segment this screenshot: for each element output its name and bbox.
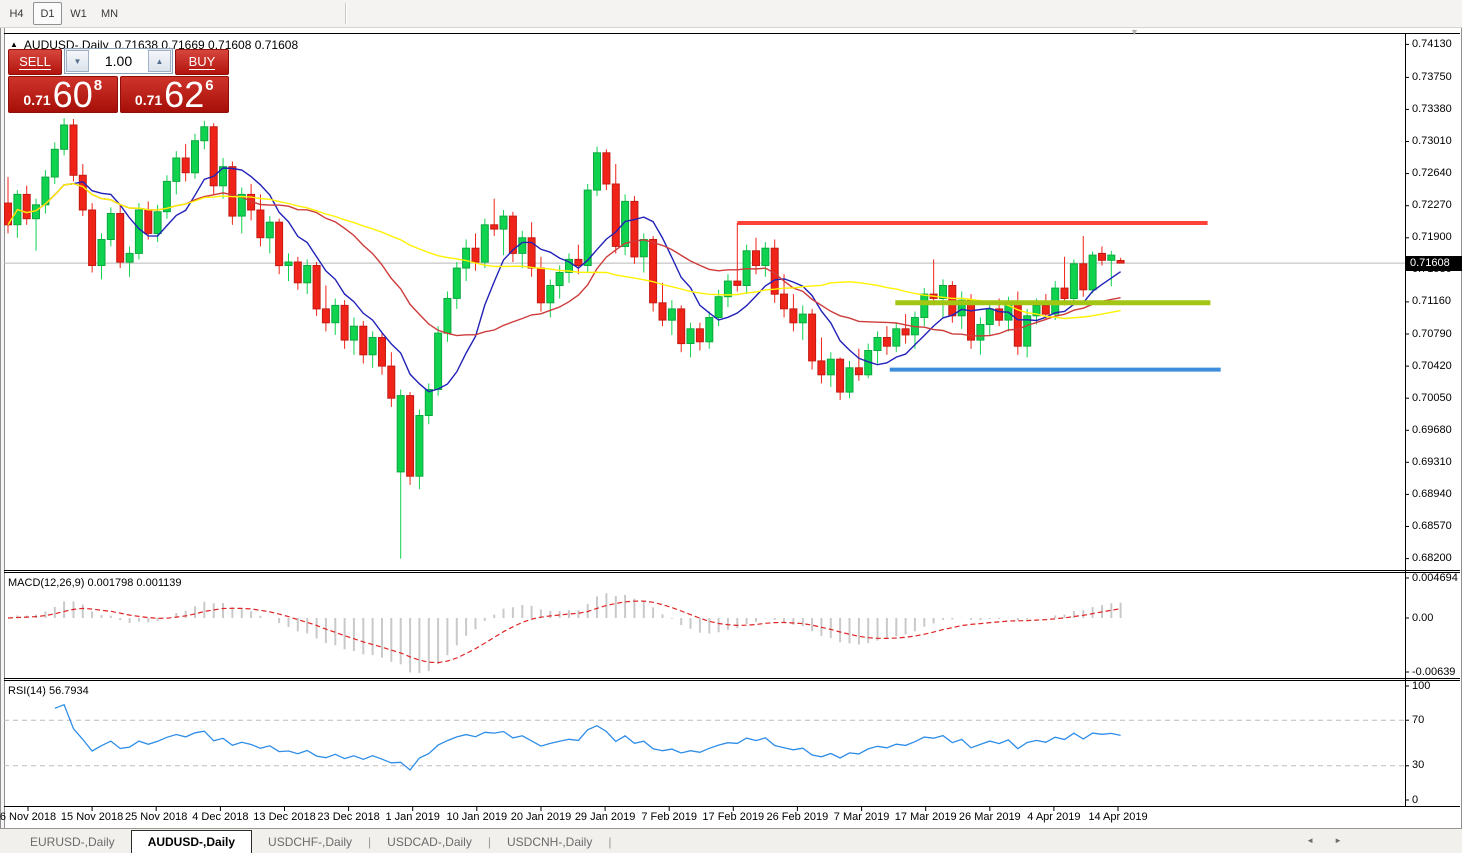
date-tick-label: 23 Dec 2018	[317, 811, 380, 823]
price-tick-label: 0.73380	[1412, 102, 1452, 115]
tab-separator: |	[487, 835, 491, 849]
date-tick-label: 13 Dec 2018	[253, 811, 316, 823]
date-tick-label: 26 Feb 2019	[766, 811, 829, 823]
rsi-tick-label: 30	[1412, 759, 1425, 772]
buy-button[interactable]: BUY	[175, 49, 229, 75]
tabs-scroll-right-icon[interactable]: ►	[1334, 836, 1342, 845]
timeframe-toolbar: H4 D1 W1 MN	[0, 0, 1462, 28]
sell-price-big: 60	[52, 73, 93, 115]
tab-separator: |	[608, 835, 612, 849]
price-tick-label: 0.72270	[1412, 199, 1452, 212]
macd-label: MACD(12,26,9) 0.001798 0.001139	[8, 577, 182, 589]
date-tick-label: 20 Jan 2019	[510, 811, 572, 823]
sell-button[interactable]: SELL	[8, 49, 62, 75]
price-tick-label: 0.72640	[1412, 167, 1452, 180]
sell-price-button[interactable]: 0.71 60 8	[8, 76, 118, 113]
price-tick-label: 0.71160	[1412, 295, 1451, 308]
volume-increase-icon[interactable]: ▲	[148, 50, 171, 72]
price-tick-label: 0.69680	[1412, 423, 1452, 436]
buy-price-pip: 6	[205, 77, 214, 94]
timeframe-buttons: H4 D1 W1 MN	[2, 2, 126, 25]
date-tick-label: 4 Apr 2019	[1027, 811, 1081, 823]
volume-input[interactable]	[90, 49, 147, 73]
date-tick-label: 4 Dec 2018	[192, 811, 249, 823]
date-tick-label: 17 Feb 2019	[702, 811, 765, 823]
date-tick-label: 7 Mar 2019	[833, 811, 890, 823]
sell-price-pip: 8	[93, 77, 103, 94]
macd-separator-top[interactable]	[4, 570, 1460, 571]
sell-button-label: SELL	[19, 53, 51, 70]
symbol-marker-icon: ▲	[10, 40, 18, 49]
buy-price-prefix: 0.71	[134, 91, 163, 108]
axis-left-border	[1405, 33, 1406, 807]
price-tick-label: 0.69310	[1412, 455, 1452, 468]
timeframe-button-d1[interactable]: D1	[33, 2, 62, 25]
macd-tick-label: -0.00639	[1412, 665, 1456, 678]
symbol-tab-usdcnh[interactable]: USDCNH-,Daily	[506, 835, 593, 849]
price-tick-label: 0.70420	[1412, 359, 1452, 372]
price-tick-label: 0.68940	[1412, 487, 1452, 500]
date-tick-label: 26 Mar 2019	[958, 811, 1021, 823]
price-tick-label: 0.74130	[1412, 37, 1452, 50]
date-tick-label: 29 Jan 2019	[574, 811, 636, 823]
symbol-tab-bar: ◄ ► EURUSD-,Daily AUDUSD-,Daily USDCHF-,Da…	[0, 828, 1462, 853]
macd-tick-label: 0.00	[1412, 611, 1434, 624]
price-tick-label: 0.73010	[1412, 135, 1452, 147]
date-tick-label: 1 Jan 2019	[385, 811, 440, 823]
bid-price-badge: 0.71608	[1406, 255, 1462, 271]
price-tick-label: 0.73750	[1412, 70, 1452, 83]
one-click-trading-panel: SELL ▼ ▲ BUY 0.71 60 8 0.71 62 6	[8, 48, 229, 113]
date-tick-label: 6 Nov 2018	[0, 811, 57, 823]
symbol-tab-audusd[interactable]: AUDUSD-,Daily	[130, 830, 253, 853]
macd-separator-bottom[interactable]	[4, 572, 1460, 573]
macd-tick-label: 0.004694	[1412, 571, 1458, 584]
rsi-tick-label: 70	[1412, 713, 1425, 726]
rsi-separator-top[interactable]	[4, 678, 1460, 679]
rsi-separator-bottom[interactable]	[4, 680, 1460, 681]
price-tick-label: 0.68570	[1412, 520, 1452, 532]
date-tick-label: 14 Apr 2019	[1088, 811, 1148, 823]
chart-plot-area[interactable]	[4, 33, 1405, 570]
rsi-tick-label: 0	[1412, 793, 1419, 806]
window-frame-left	[0, 28, 5, 853]
rsi-label: RSI(14) 56.7934	[8, 685, 89, 697]
volume-box: ▼ ▲	[64, 48, 173, 74]
sell-price-prefix: 0.71	[23, 91, 51, 108]
rsi-tick-label: 100	[1412, 679, 1431, 692]
volume-decrease-icon[interactable]: ▼	[66, 50, 89, 72]
symbol-tab-usdchf[interactable]: USDCHF-,Daily	[268, 835, 353, 849]
date-axis-border	[4, 806, 1460, 807]
timeframe-button-h4[interactable]: H4	[9, 7, 24, 20]
tabs-scroll-left-icon[interactable]: ◄	[1306, 836, 1314, 845]
price-tick-label: 0.68200	[1412, 552, 1452, 565]
date-tick-label: 10 Jan 2019	[446, 811, 508, 823]
buy-price-button[interactable]: 0.71 62 6	[119, 73, 229, 115]
timeframe-button-w1[interactable]: W1	[70, 7, 87, 20]
timeframe-button-mn[interactable]: MN	[100, 7, 119, 20]
tab-separator: |	[368, 835, 372, 849]
buy-button-label: BUY	[188, 53, 216, 70]
price-tick-label: 0.70050	[1412, 391, 1452, 404]
price-tick-label: 0.70790	[1412, 327, 1452, 340]
date-tick-label: 15 Nov 2018	[60, 811, 124, 823]
price-tick-label: 0.71900	[1412, 231, 1452, 244]
toolbar-separator	[345, 3, 347, 24]
chart-shift-marker-icon[interactable]: ▼	[1130, 27, 1139, 37]
symbol-tab-eurusd[interactable]: EURUSD-,Daily	[30, 835, 115, 849]
chart-top-border	[4, 33, 1460, 34]
symbol-tab-usdcad[interactable]: USDCAD-,Daily	[387, 835, 472, 849]
date-tick-label: 7 Feb 2019	[641, 811, 698, 823]
date-tick-label: 17 Mar 2019	[894, 811, 957, 823]
date-tick-label: 25 Nov 2018	[124, 811, 188, 823]
buy-price-big: 62	[164, 73, 205, 115]
